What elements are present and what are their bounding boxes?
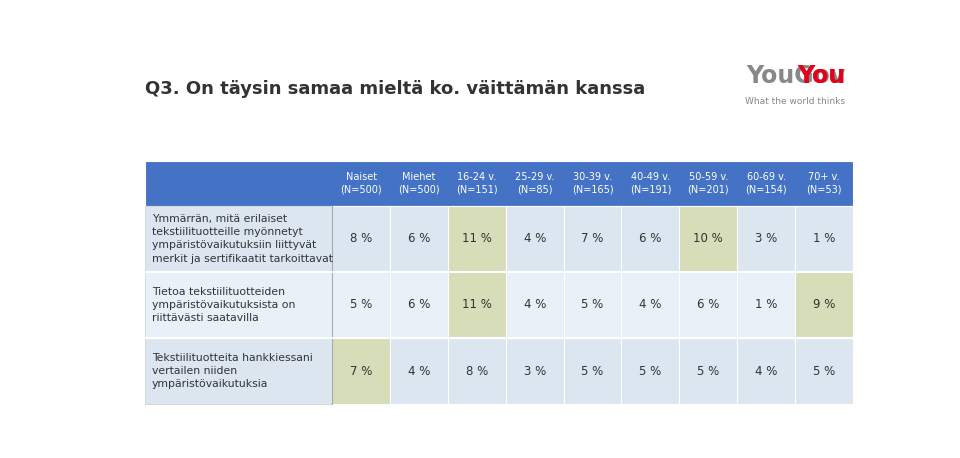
FancyBboxPatch shape bbox=[564, 338, 621, 404]
Text: 9 %: 9 % bbox=[813, 299, 835, 311]
FancyBboxPatch shape bbox=[795, 338, 852, 404]
FancyBboxPatch shape bbox=[621, 206, 680, 272]
FancyBboxPatch shape bbox=[506, 272, 564, 338]
Text: 3 %: 3 % bbox=[755, 232, 778, 245]
Text: 1 %: 1 % bbox=[755, 299, 778, 311]
Text: 16-24 v.
(N=151): 16-24 v. (N=151) bbox=[456, 172, 497, 195]
Text: 6 %: 6 % bbox=[697, 299, 719, 311]
FancyBboxPatch shape bbox=[564, 206, 621, 272]
Text: 4 %: 4 % bbox=[408, 365, 430, 377]
Text: What the world thinks: What the world thinks bbox=[745, 97, 846, 106]
FancyBboxPatch shape bbox=[332, 206, 390, 272]
Text: 40-49 v.
(N=191): 40-49 v. (N=191) bbox=[630, 172, 671, 195]
Text: Tietoa tekstiilituotteiden
ympäristövaikutuksista on
riittävästi saatavilla: Tietoa tekstiilituotteiden ympäristövaik… bbox=[152, 287, 296, 323]
FancyBboxPatch shape bbox=[145, 338, 332, 404]
Text: 70+ v.
(N=53): 70+ v. (N=53) bbox=[806, 172, 842, 195]
FancyBboxPatch shape bbox=[145, 206, 332, 272]
FancyBboxPatch shape bbox=[621, 338, 680, 404]
FancyBboxPatch shape bbox=[506, 206, 564, 272]
Text: 8 %: 8 % bbox=[466, 365, 488, 377]
Text: Naiset
(N=500): Naiset (N=500) bbox=[341, 172, 382, 195]
FancyBboxPatch shape bbox=[145, 272, 332, 338]
Text: 4 %: 4 % bbox=[755, 365, 778, 377]
Text: 5 %: 5 % bbox=[697, 365, 719, 377]
FancyBboxPatch shape bbox=[795, 272, 852, 338]
FancyBboxPatch shape bbox=[145, 161, 852, 206]
FancyBboxPatch shape bbox=[390, 338, 448, 404]
Text: 1 %: 1 % bbox=[813, 232, 835, 245]
Text: Q3. On täysin samaa mieltä ko. väittämän kanssa: Q3. On täysin samaa mieltä ko. väittämän… bbox=[145, 80, 645, 98]
FancyBboxPatch shape bbox=[680, 338, 737, 404]
FancyBboxPatch shape bbox=[680, 272, 737, 338]
Text: 50-59 v.
(N=201): 50-59 v. (N=201) bbox=[687, 172, 729, 195]
Text: Ymmärrän, mitä erilaiset
tekstiilituotteille myönnetyt
ympäristövaikutuksiin lii: Ymmärrän, mitä erilaiset tekstiilituotte… bbox=[152, 214, 333, 264]
Text: 3 %: 3 % bbox=[523, 365, 546, 377]
Text: 30-39 v.
(N=165): 30-39 v. (N=165) bbox=[572, 172, 613, 195]
Text: 4 %: 4 % bbox=[523, 299, 546, 311]
Text: 11 %: 11 % bbox=[462, 232, 492, 245]
Text: 4 %: 4 % bbox=[523, 232, 546, 245]
Text: YouGov: YouGov bbox=[746, 64, 846, 88]
Text: 60-69 v.
(N=154): 60-69 v. (N=154) bbox=[745, 172, 787, 195]
FancyBboxPatch shape bbox=[448, 206, 506, 272]
FancyBboxPatch shape bbox=[564, 272, 621, 338]
Text: 5 %: 5 % bbox=[582, 365, 604, 377]
Text: 5 %: 5 % bbox=[639, 365, 661, 377]
Text: 4 %: 4 % bbox=[639, 299, 661, 311]
Text: 8 %: 8 % bbox=[350, 232, 372, 245]
Text: 5 %: 5 % bbox=[350, 299, 372, 311]
Text: 25-29 v.
(N=85): 25-29 v. (N=85) bbox=[515, 172, 555, 195]
Text: 5 %: 5 % bbox=[813, 365, 835, 377]
FancyBboxPatch shape bbox=[737, 206, 795, 272]
FancyBboxPatch shape bbox=[795, 206, 852, 272]
FancyBboxPatch shape bbox=[621, 272, 680, 338]
Text: 6 %: 6 % bbox=[639, 232, 661, 245]
FancyBboxPatch shape bbox=[448, 272, 506, 338]
Text: 6 %: 6 % bbox=[408, 299, 430, 311]
FancyBboxPatch shape bbox=[680, 206, 737, 272]
Text: You: You bbox=[797, 64, 846, 88]
Text: 7 %: 7 % bbox=[582, 232, 604, 245]
Text: Tekstiilituotteita hankkiessani
vertailen niiden
ympäristövaikutuksia: Tekstiilituotteita hankkiessani vertaile… bbox=[152, 353, 313, 389]
Text: 6 %: 6 % bbox=[408, 232, 430, 245]
FancyBboxPatch shape bbox=[390, 206, 448, 272]
FancyBboxPatch shape bbox=[737, 272, 795, 338]
Text: Miehet
(N=500): Miehet (N=500) bbox=[398, 172, 440, 195]
FancyBboxPatch shape bbox=[332, 338, 390, 404]
Text: 11 %: 11 % bbox=[462, 299, 492, 311]
FancyBboxPatch shape bbox=[737, 338, 795, 404]
Text: You: You bbox=[797, 64, 846, 88]
Text: 10 %: 10 % bbox=[693, 232, 723, 245]
Text: 7 %: 7 % bbox=[350, 365, 372, 377]
Text: 5 %: 5 % bbox=[582, 299, 604, 311]
FancyBboxPatch shape bbox=[390, 272, 448, 338]
FancyBboxPatch shape bbox=[332, 272, 390, 338]
FancyBboxPatch shape bbox=[506, 338, 564, 404]
FancyBboxPatch shape bbox=[448, 338, 506, 404]
